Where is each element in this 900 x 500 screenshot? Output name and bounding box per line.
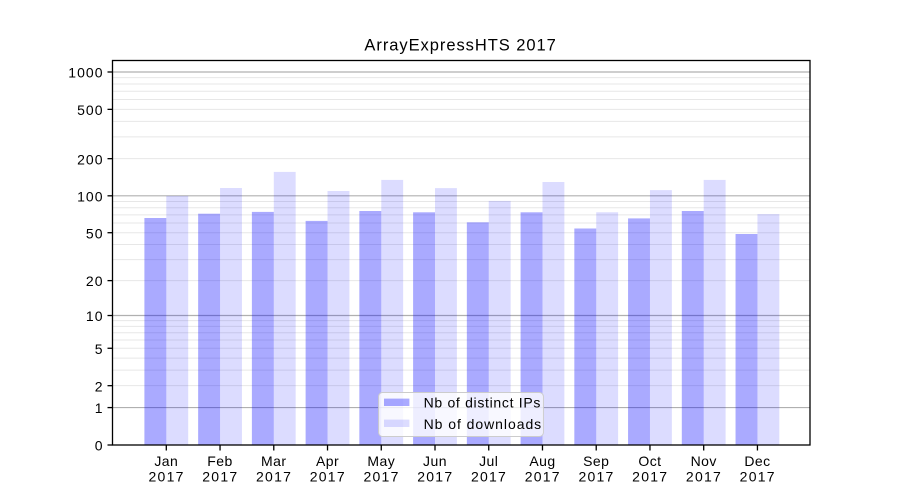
svg-text:2017: 2017 [632,469,668,485]
svg-text:Dec: Dec [744,453,770,469]
svg-text:2017: 2017 [525,469,561,485]
svg-text:5: 5 [95,341,104,357]
svg-text:Nb of downloads: Nb of downloads [424,416,543,432]
svg-text:Jul: Jul [479,453,498,469]
svg-text:100: 100 [77,188,104,204]
svg-text:Nb of distinct IPs: Nb of distinct IPs [424,395,541,411]
svg-text:2017: 2017 [256,469,292,485]
svg-text:200: 200 [77,151,104,167]
svg-text:Feb: Feb [207,453,232,469]
svg-text:1000: 1000 [68,65,103,81]
svg-text:2017: 2017 [363,469,399,485]
svg-text:2: 2 [95,378,104,394]
svg-text:Sep: Sep [583,453,609,469]
svg-text:2017: 2017 [686,469,722,485]
svg-text:Jan: Jan [154,453,178,469]
svg-text:20: 20 [86,273,104,289]
svg-text:ArrayExpressHTS 2017: ArrayExpressHTS 2017 [364,37,556,55]
svg-text:Mar: Mar [261,453,286,469]
svg-text:2017: 2017 [578,469,614,485]
svg-text:2017: 2017 [149,469,185,485]
svg-text:2017: 2017 [310,469,346,485]
svg-text:2017: 2017 [740,469,776,485]
svg-text:1: 1 [95,400,104,416]
svg-text:Jun: Jun [423,453,447,469]
svg-text:10: 10 [86,308,104,324]
svg-text:2017: 2017 [471,469,507,485]
svg-text:Aug: Aug [529,453,555,469]
svg-text:May: May [367,453,395,469]
svg-text:Oct: Oct [638,453,661,469]
svg-text:500: 500 [77,102,104,118]
svg-text:2017: 2017 [417,469,453,485]
svg-text:2017: 2017 [202,469,238,485]
svg-text:0: 0 [95,438,104,454]
svg-text:Nov: Nov [691,453,717,469]
svg-text:Apr: Apr [316,453,339,469]
svg-text:50: 50 [86,225,104,241]
